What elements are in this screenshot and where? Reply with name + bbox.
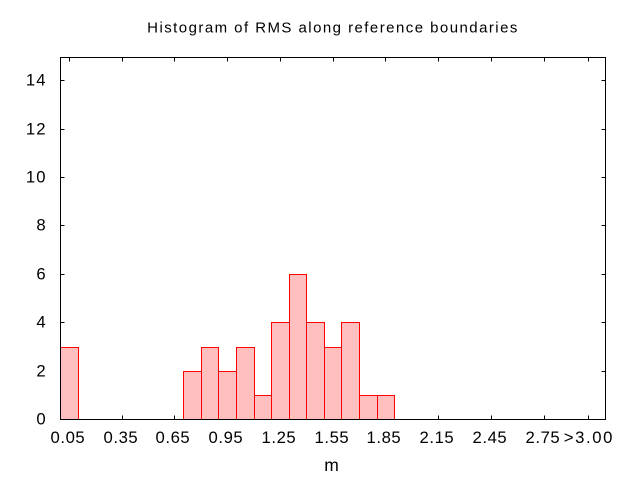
svg-text:0: 0 [36,409,46,428]
svg-text:0.35: 0.35 [104,428,139,447]
svg-text:14: 14 [26,70,47,89]
svg-text:4: 4 [36,312,46,331]
svg-text:0.65: 0.65 [156,428,191,447]
svg-text:2: 2 [36,361,46,380]
svg-text:0.05: 0.05 [51,428,86,447]
svg-text:2.45: 2.45 [473,428,508,447]
svg-text:2.15: 2.15 [420,428,455,447]
svg-text:0.95: 0.95 [209,428,244,447]
svg-text:m: m [324,455,339,475]
svg-text:1.25: 1.25 [262,428,297,447]
svg-text:1.85: 1.85 [367,428,402,447]
svg-text:10: 10 [26,167,47,186]
svg-text:6: 6 [36,264,46,283]
svg-text:Histogram of RMS along referen: Histogram of RMS along reference boundar… [147,20,519,37]
svg-text:8: 8 [36,215,46,234]
svg-text:2.75: 2.75 [526,428,561,447]
svg-text:1.55: 1.55 [315,428,350,447]
svg-text:>3.00: >3.00 [564,428,614,447]
svg-text:12: 12 [26,119,47,138]
